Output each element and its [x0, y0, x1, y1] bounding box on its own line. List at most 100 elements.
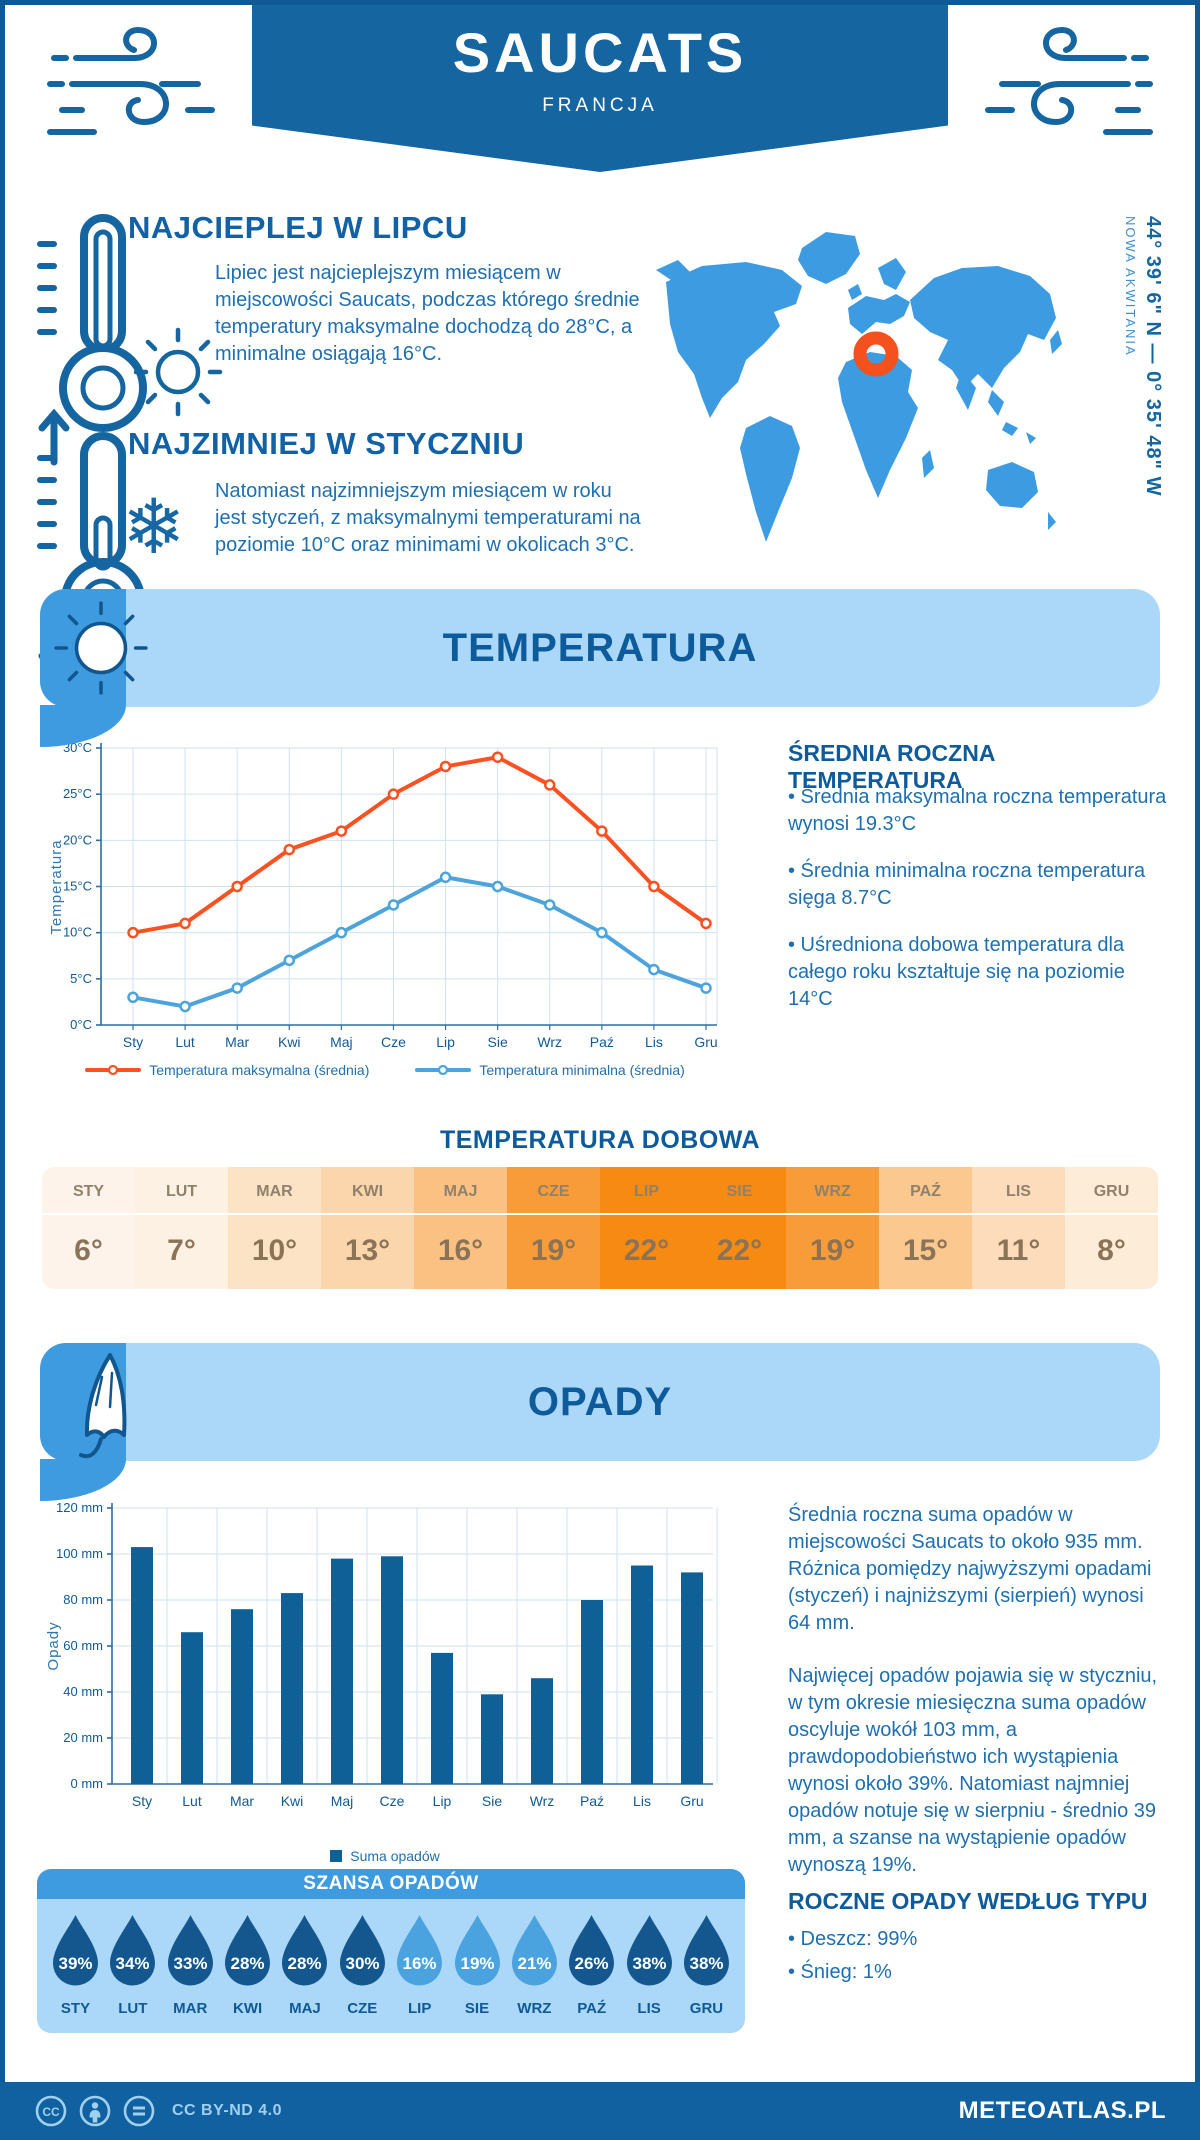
water-drop-icon: 16%	[397, 1915, 443, 1986]
drop-month-label: GRU	[689, 2000, 724, 2017]
annual-bullet: • Średnia minimalna roczna temperatura s…	[788, 860, 1146, 909]
svg-text:28%: 28%	[288, 1954, 322, 1973]
coordinates-text: 44° 39' 6" N — 0° 35' 48" W	[1142, 216, 1164, 497]
daily-temp-cell: SIE 22°	[693, 1167, 786, 1289]
legend-item: Temperatura minimalna (średnia)	[415, 1062, 685, 1078]
svg-text:5°C: 5°C	[70, 971, 92, 986]
precipitation-section-banner: OPADY	[40, 1343, 1160, 1501]
cc-nd-equals-icon	[123, 2095, 155, 2127]
temperature-section-title: TEMPERATURA	[442, 626, 758, 670]
precipitation-by-type-heading: ROCZNE OPADY WEDŁUG TYPU	[788, 1888, 1148, 1914]
water-drop-icon: 33%	[167, 1915, 213, 1986]
rain-chance-drop: 28% MAJ	[278, 1913, 331, 2017]
svg-text:0 mm: 0 mm	[71, 1776, 104, 1791]
drop-month-label: KWI	[232, 2000, 263, 2017]
svg-text:19%: 19%	[460, 1954, 494, 1973]
svg-text:Paź: Paź	[590, 1034, 614, 1050]
page-title: SAUCATS	[452, 21, 748, 84]
type-bullet: • Deszcz: 99%	[788, 1928, 918, 1950]
annual-bullet: • Średnia maksymalna roczna temperatura …	[788, 786, 1167, 835]
daily-temp-month: SIE	[693, 1167, 786, 1215]
warmest-text: Lipiec jest najcieplejszym miesiącem w m…	[215, 262, 640, 365]
svg-text:Gru: Gru	[680, 1793, 703, 1809]
daily-temp-cell: PAŹ 15°	[879, 1167, 972, 1289]
svg-text:Lip: Lip	[436, 1034, 455, 1050]
daily-temp-month: PAŹ	[879, 1167, 972, 1215]
legend-item: Suma opadów	[330, 1848, 440, 1864]
daily-temp-month: GRU	[1065, 1167, 1158, 1215]
legend-marker-icon	[85, 1064, 142, 1076]
daily-temp-value: 10°	[251, 1234, 298, 1267]
sun-icon	[133, 327, 223, 417]
svg-text:CC: CC	[42, 2105, 60, 2119]
daily-temp-month: LIP	[600, 1167, 693, 1215]
rain-chance-drop: 21% WRZ	[508, 1913, 561, 2017]
daily-temp-value: 15°	[902, 1234, 949, 1267]
region-text: NOWA AKWITANIA	[1123, 216, 1138, 357]
svg-text:Opady: Opady	[45, 1621, 62, 1670]
site-name: METEOATLAS.PL	[958, 2097, 1166, 2124]
daily-temp-month: LUT	[135, 1167, 228, 1215]
daily-temp-cell: LIP 22°	[600, 1167, 693, 1289]
coordinates-label: 44° 39' 6" N — 0° 35' 48" W NOWA AKWITAN…	[1123, 216, 1164, 496]
water-drop-icon: 21%	[511, 1915, 557, 1986]
header-banner: SAUCATS FRANCJA	[252, 0, 948, 172]
svg-text:Lis: Lis	[633, 1793, 651, 1809]
daily-temp-value: 16°	[437, 1234, 484, 1267]
svg-text:Kwi: Kwi	[278, 1034, 301, 1050]
umbrella-icon	[79, 1353, 127, 1459]
daily-temp-value: 22°	[623, 1234, 670, 1267]
svg-text:Lut: Lut	[182, 1793, 202, 1809]
daily-temp-value: 22°	[716, 1234, 763, 1267]
annual-bullet: • Uśredniona dobowa temperatura dla całe…	[788, 934, 1125, 1010]
svg-text:Cze: Cze	[380, 1793, 405, 1809]
coldest-heading: NAJZIMNIEJ W STYCZNIU	[128, 426, 525, 461]
rain-chance-drop: 34% LUT	[106, 1913, 159, 2017]
svg-text:16%: 16%	[403, 1954, 437, 1973]
rain-chance-drop: 19% SIE	[451, 1913, 504, 2017]
daily-temp-cell: KWI 13°	[321, 1167, 414, 1289]
drop-month-label: CZE	[347, 2000, 378, 2017]
daily-temp-cell: LIS 11°	[972, 1167, 1065, 1289]
drop-month-label: LIS	[637, 2000, 661, 2017]
rain-chance-drop: 38% LIS	[623, 1913, 676, 2017]
daily-temp-month: MAR	[228, 1167, 321, 1215]
svg-text:100 mm: 100 mm	[56, 1546, 103, 1561]
daily-temp-month: STY	[42, 1167, 135, 1215]
annual-temperature-bullets: • Średnia maksymalna roczna temperatura …	[788, 784, 1170, 1033]
drop-month-label: STY	[60, 2000, 91, 2017]
warmest-heading: NAJCIEPLEJ W LIPCU	[128, 210, 468, 245]
svg-text:25°C: 25°C	[63, 786, 92, 801]
svg-text:40 mm: 40 mm	[63, 1684, 103, 1699]
svg-text:20°C: 20°C	[63, 832, 92, 847]
daily-temp-cell: LUT 7°	[135, 1167, 228, 1289]
precipitation-paragraphs: Średnia roczna suma opadów w miejscowośc…	[788, 1502, 1170, 1899]
drop-month-label: LIP	[407, 2000, 432, 2017]
daily-temp-month: MAJ	[414, 1167, 507, 1215]
daily-temp-value: 11°	[996, 1234, 1041, 1267]
page-subtitle: FRANCJA	[542, 95, 658, 116]
daily-temp-cell: STY 6°	[42, 1167, 135, 1289]
rain-chance-panel: SZANSA OPADÓW 39% STY 34% LUT 33% MAR 28% KWI 28…	[37, 1869, 745, 2033]
svg-text:Sty: Sty	[123, 1034, 143, 1050]
legend-item: Temperatura maksymalna (średnia)	[85, 1062, 369, 1078]
svg-text:Paź: Paź	[580, 1793, 604, 1809]
precipitation-bar-chart: 0 mm 20 mm 40 mm 60 mm 80 mm 100 mm 120 mm Sty L…	[45, 1500, 718, 1809]
svg-text:Mar: Mar	[230, 1793, 254, 1809]
cc-by-person-icon	[79, 2095, 111, 2127]
svg-text:Lut: Lut	[175, 1034, 195, 1050]
cc-icon: CC	[35, 2095, 67, 2127]
svg-text:120 mm: 120 mm	[56, 1500, 103, 1515]
daily-temp-cell: MAR 10°	[228, 1167, 321, 1289]
thermometer-warm-icon	[37, 214, 147, 466]
legend-label: Temperatura minimalna (średnia)	[479, 1062, 685, 1078]
daily-temp-value: 13°	[344, 1234, 391, 1267]
rain-chance-drop: 33% MAR	[164, 1913, 217, 2017]
rain-chance-drop: 28% KWI	[221, 1913, 274, 2017]
svg-text:34%: 34%	[116, 1954, 150, 1973]
daily-temp-month: CZE	[507, 1167, 600, 1215]
svg-text:Lip: Lip	[433, 1793, 452, 1809]
legend-label: Suma opadów	[350, 1848, 440, 1864]
annual-temperature-heading: ŚREDNIA ROCZNA TEMPERATURA	[788, 740, 995, 793]
